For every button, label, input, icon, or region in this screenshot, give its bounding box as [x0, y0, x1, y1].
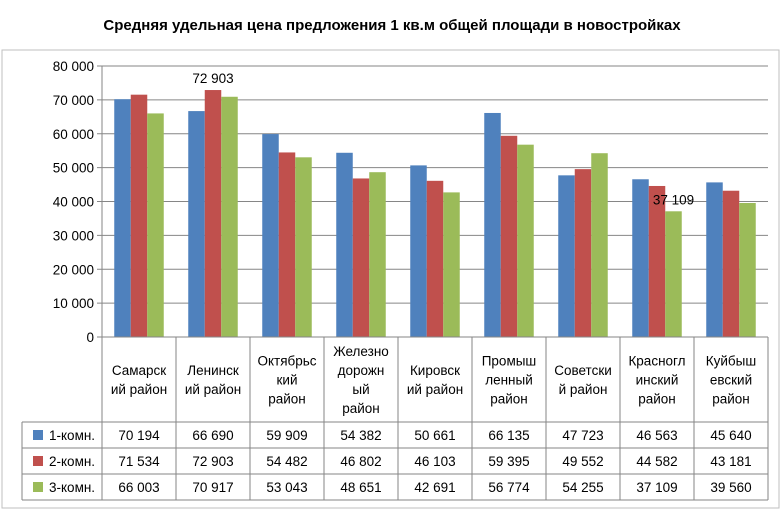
table-cell-value: 46 563 — [636, 428, 677, 443]
bar — [722, 190, 740, 337]
bar — [369, 172, 386, 337]
legend-label: 1-комн. — [49, 428, 95, 443]
bar — [632, 179, 649, 337]
legend-swatch — [33, 456, 43, 466]
table-cell-value: 72 903 — [192, 454, 233, 469]
x-tick-label: й район — [559, 382, 608, 397]
x-tick-label: Ленинск — [187, 363, 239, 378]
y-tick-label: 60 000 — [53, 127, 94, 142]
x-tick-label: Красногл — [628, 354, 685, 369]
bar — [739, 202, 756, 337]
y-tick-label: 20 000 — [53, 262, 94, 277]
bar — [336, 152, 353, 337]
bar — [204, 90, 222, 338]
bar — [352, 178, 370, 337]
table-cell-value: 43 181 — [710, 454, 751, 469]
x-tick-label: Куйбыш — [706, 354, 756, 369]
x-tick-label: район — [712, 392, 750, 407]
bar — [591, 153, 608, 337]
bar — [278, 152, 296, 337]
bar — [262, 134, 279, 337]
bar — [558, 175, 575, 337]
table-cell-value: 54 482 — [266, 454, 307, 469]
table-cell-value: 54 382 — [340, 428, 381, 443]
table-cell-value: 71 534 — [118, 454, 160, 469]
table-cell-value: 48 651 — [340, 480, 381, 495]
legend-label: 2-комн. — [49, 454, 95, 469]
bar — [484, 112, 501, 338]
table-cell-value: 37 109 — [636, 480, 677, 495]
x-tick-label: Промыш — [482, 354, 537, 369]
y-tick-label: 70 000 — [53, 93, 94, 108]
x-tick-label: ый — [352, 382, 369, 397]
data-label: 37 109 — [653, 192, 694, 207]
y-tick-label: 10 000 — [53, 296, 94, 311]
table-cell-value: 46 802 — [340, 454, 381, 469]
y-tick-label: 40 000 — [53, 195, 94, 210]
y-tick-label: 30 000 — [53, 228, 94, 243]
x-tick-label: район — [490, 392, 528, 407]
table-cell-value: 70 917 — [192, 480, 233, 495]
x-tick-label: дорожн — [338, 363, 385, 378]
table-cell-value: 44 582 — [636, 454, 677, 469]
bar — [706, 182, 723, 337]
y-tick-label: 50 000 — [53, 161, 94, 176]
data-label: 72 903 — [192, 71, 233, 86]
table-cell-value: 54 255 — [562, 480, 603, 495]
x-tick-label: инский — [636, 373, 679, 388]
x-tick-label: Советски — [554, 363, 612, 378]
bar — [500, 135, 518, 337]
table-cell-value: 45 640 — [710, 428, 751, 443]
table-cell-value: 70 194 — [118, 428, 160, 443]
table-cell-value: 56 774 — [488, 480, 530, 495]
bar — [147, 113, 164, 337]
bar — [574, 169, 592, 337]
table-cell-value: 53 043 — [266, 480, 307, 495]
legend-swatch — [33, 430, 43, 440]
table-cell-value: 66 003 — [118, 480, 159, 495]
x-tick-label: Кировск — [410, 363, 460, 378]
table-cell-value: 49 552 — [562, 454, 603, 469]
table-cell-value: 59 395 — [488, 454, 529, 469]
bar — [410, 165, 427, 337]
x-tick-label: кий — [277, 373, 298, 388]
bar — [114, 99, 131, 337]
x-tick-label: Октябрьс — [257, 354, 316, 369]
table-cell-value: 47 723 — [562, 428, 603, 443]
x-tick-label: район — [342, 401, 380, 416]
bar — [130, 94, 148, 337]
x-tick-label: ий район — [111, 382, 167, 397]
table-cell-value: 39 560 — [710, 480, 751, 495]
bar — [443, 192, 460, 337]
legend-label: 3-комн. — [49, 480, 95, 495]
bar — [665, 211, 682, 337]
bar — [295, 157, 312, 337]
table-cell-value: 50 661 — [414, 428, 455, 443]
x-tick-label: Железно — [333, 344, 389, 359]
x-tick-label: ий район — [185, 382, 241, 397]
bar — [426, 180, 444, 337]
y-tick-label: 80 000 — [53, 59, 94, 74]
legend-swatch — [33, 482, 43, 492]
x-tick-label: ий район — [407, 382, 463, 397]
x-tick-label: район — [638, 392, 676, 407]
table-cell-value: 66 690 — [192, 428, 233, 443]
x-tick-label: ленный — [485, 373, 533, 388]
bar — [188, 111, 205, 338]
table-cell-value: 66 135 — [488, 428, 529, 443]
table-cell-value: 42 691 — [414, 480, 455, 495]
x-tick-label: район — [268, 392, 306, 407]
chart-title: Средняя удельная цена предложения 1 кв.м… — [103, 17, 681, 34]
x-tick-label: евский — [710, 373, 752, 388]
bar — [648, 185, 666, 337]
bar — [517, 144, 534, 337]
x-tick-label: Самарск — [112, 363, 166, 378]
bar — [221, 96, 238, 337]
chart-border — [1, 49, 780, 509]
table-cell-value: 46 103 — [414, 454, 455, 469]
table-cell-value: 59 909 — [266, 428, 307, 443]
y-tick-label: 0 — [86, 330, 94, 345]
